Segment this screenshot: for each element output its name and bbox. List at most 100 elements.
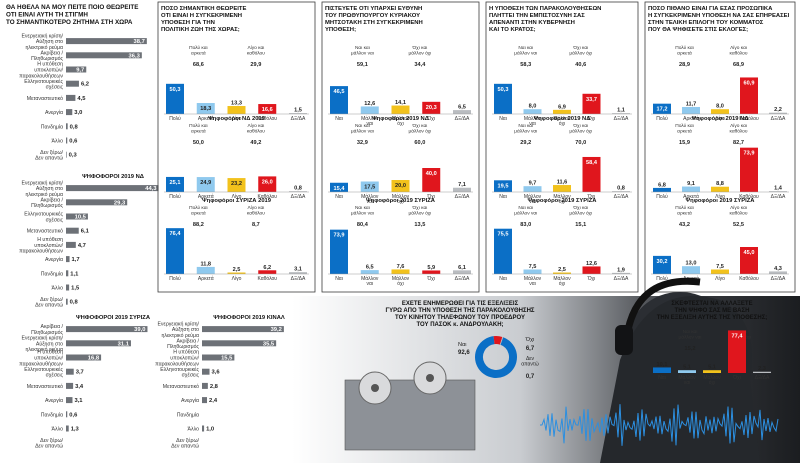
bar-value: 5,9 <box>427 265 435 271</box>
left-bar-value: 3,4 <box>75 384 84 390</box>
left-bar <box>66 137 68 144</box>
bar <box>753 371 771 373</box>
left-item-label: Άλλο <box>52 139 64 145</box>
summary-label: Ναι και <box>518 205 533 211</box>
left-block-title: ΨΗΦΟΦΟΡΟΙ 2019 ΚΙΝΑΛ <box>213 315 285 321</box>
bar-value: 76,4 <box>170 231 182 237</box>
group-title: Ψηφοφόροι ΝΔ 2019 <box>208 116 266 122</box>
left-block-title: ΨΗΦΟΦΟΡΟΙ 2019 ΝΔ <box>82 174 144 180</box>
summary-label: καθόλου <box>247 128 265 135</box>
category-label: ΔΞ/ΔΑ <box>614 276 629 282</box>
left-bar-value: 36,3 <box>129 53 141 59</box>
bar-value: 17,5 <box>364 185 375 191</box>
summary-label: Λίγο και <box>730 205 747 211</box>
left-bar <box>66 52 142 59</box>
panel-frame <box>157 1 316 293</box>
bar-value: 1,9 <box>617 267 625 273</box>
category-label: ναι <box>529 199 536 205</box>
bar-value: 24,9 <box>200 180 211 186</box>
summary-value: 13,5 <box>414 222 425 228</box>
category-label: Μάλλον <box>524 193 542 200</box>
left-bar <box>202 354 235 361</box>
summary-value: 59,1 <box>357 62 368 68</box>
bar <box>453 270 471 274</box>
summary-value: 43,2 <box>679 222 690 228</box>
bar-value: 2,2 <box>774 107 782 113</box>
donut-title: ΓΥΡΩ ΑΠΟ ΤΗΝ ΥΠΟΘΕΣΗ ΤΗΣ ΠΑΡΑΚΟΛΟΥΘΗΣΗΣ <box>385 308 534 314</box>
bar <box>196 266 215 274</box>
summary-value: 83,0 <box>520 222 531 228</box>
left-item-label: σχέσεις <box>182 372 200 379</box>
summary-label: Λίγο και <box>247 205 264 211</box>
bar <box>612 191 630 192</box>
bar-value: 0,8 <box>294 186 302 192</box>
category-label: Ναι <box>335 276 343 282</box>
bar <box>494 228 512 274</box>
category-label: Μάλλον <box>703 374 721 381</box>
panel-title: Η ΥΠΟΘΕΣΗ ΤΩΝ ΠΑΡΑΚΟΛΟΥΘΗΣΕΩΝ <box>489 6 601 12</box>
bar-value: 11,7 <box>686 101 697 107</box>
bar-value: 10,1 <box>657 362 668 368</box>
category-label: Ναι <box>499 116 507 122</box>
left-item-label: Μεταναστευτικό <box>27 228 63 235</box>
category-label: Όχι <box>587 116 596 122</box>
bar-value: 20,0 <box>395 183 406 189</box>
category-label: ΔΞ/ΔΑ <box>614 116 629 122</box>
category-label: Ναι <box>499 276 507 282</box>
left-item-label: Μεταναστευτικό <box>163 383 199 390</box>
bar-value: 1,1 <box>617 108 625 114</box>
category-label: ναι <box>366 121 373 127</box>
summary-label: αρκετά <box>677 210 692 217</box>
bar-value: 5,1 <box>708 365 716 371</box>
category-label: ναι <box>366 199 373 205</box>
bar-value: 45,0 <box>744 250 755 256</box>
category-label: Όχι <box>587 194 596 200</box>
summary-value: 8,7 <box>252 222 260 228</box>
category-label: Μάλλον <box>392 275 410 282</box>
left-item-label: Η υπόθεση <box>37 61 63 68</box>
category-label: ΔΞ/ΔΑ <box>771 194 786 200</box>
summary-value: 15,2 <box>685 346 696 352</box>
category-label: Αρκετά <box>198 193 214 200</box>
left-item-label: Άλλο <box>52 427 64 433</box>
bar-value: 6,8 <box>658 182 666 188</box>
donut-value: 6,7 <box>526 346 535 352</box>
bar-value: 73,9 <box>334 233 345 239</box>
bar <box>330 229 348 274</box>
summary-label: αρκετά <box>677 50 692 57</box>
left-bar-value: 4,7 <box>78 243 86 249</box>
category-label: Μάλλον <box>678 374 696 381</box>
category-label: Λίγο <box>232 276 242 282</box>
category-label: Καθόλου <box>257 193 277 200</box>
summary-label: Λίγο και <box>730 45 747 51</box>
vote-change-title: ΤΗΝ ΕΞΕΛΙΞΗ ΑΥΤΗΣ ΤΗΣ ΥΠΟΘΕΣΗΣ; <box>657 315 768 321</box>
bar <box>612 113 630 114</box>
left-item-label: Ακρίβεια / <box>177 338 200 344</box>
summary-value: 68,9 <box>733 62 744 68</box>
group-title: Ψηφοφόροι 2019 ΝΔ <box>534 116 591 122</box>
summary-label: Ναι και <box>518 123 533 129</box>
bar-value: 77,4 <box>732 333 744 339</box>
left-item-label: υποκλοπών/ <box>34 356 63 362</box>
bar <box>740 77 758 114</box>
bar-value: 7,5 <box>716 264 724 270</box>
left-bar-value: 0,3 <box>69 153 78 159</box>
bar <box>227 272 246 274</box>
category-label: Όχι <box>732 375 741 381</box>
bar <box>711 109 729 114</box>
category-label: Καθόλου <box>739 115 759 122</box>
summary-value: 80,4 <box>357 222 369 228</box>
group-title: Ψηφοφόροι 2019 ΝΔ <box>372 116 429 122</box>
bar-value: 6,5 <box>366 265 374 271</box>
left-bar <box>66 256 70 263</box>
category-label: Καθόλου <box>257 115 277 122</box>
summary-label: Πολύ και <box>189 44 207 51</box>
summary-value: 15,9 <box>679 140 690 146</box>
bar-value: 4,3 <box>774 266 782 272</box>
panel-frame <box>485 1 639 293</box>
summary-label: μάλλον όχι <box>408 128 431 135</box>
bar-value: 58,4 <box>586 160 598 166</box>
category-label: ΔΞ/ΔΑ <box>755 375 770 381</box>
bar-value: 13,0 <box>686 261 697 267</box>
